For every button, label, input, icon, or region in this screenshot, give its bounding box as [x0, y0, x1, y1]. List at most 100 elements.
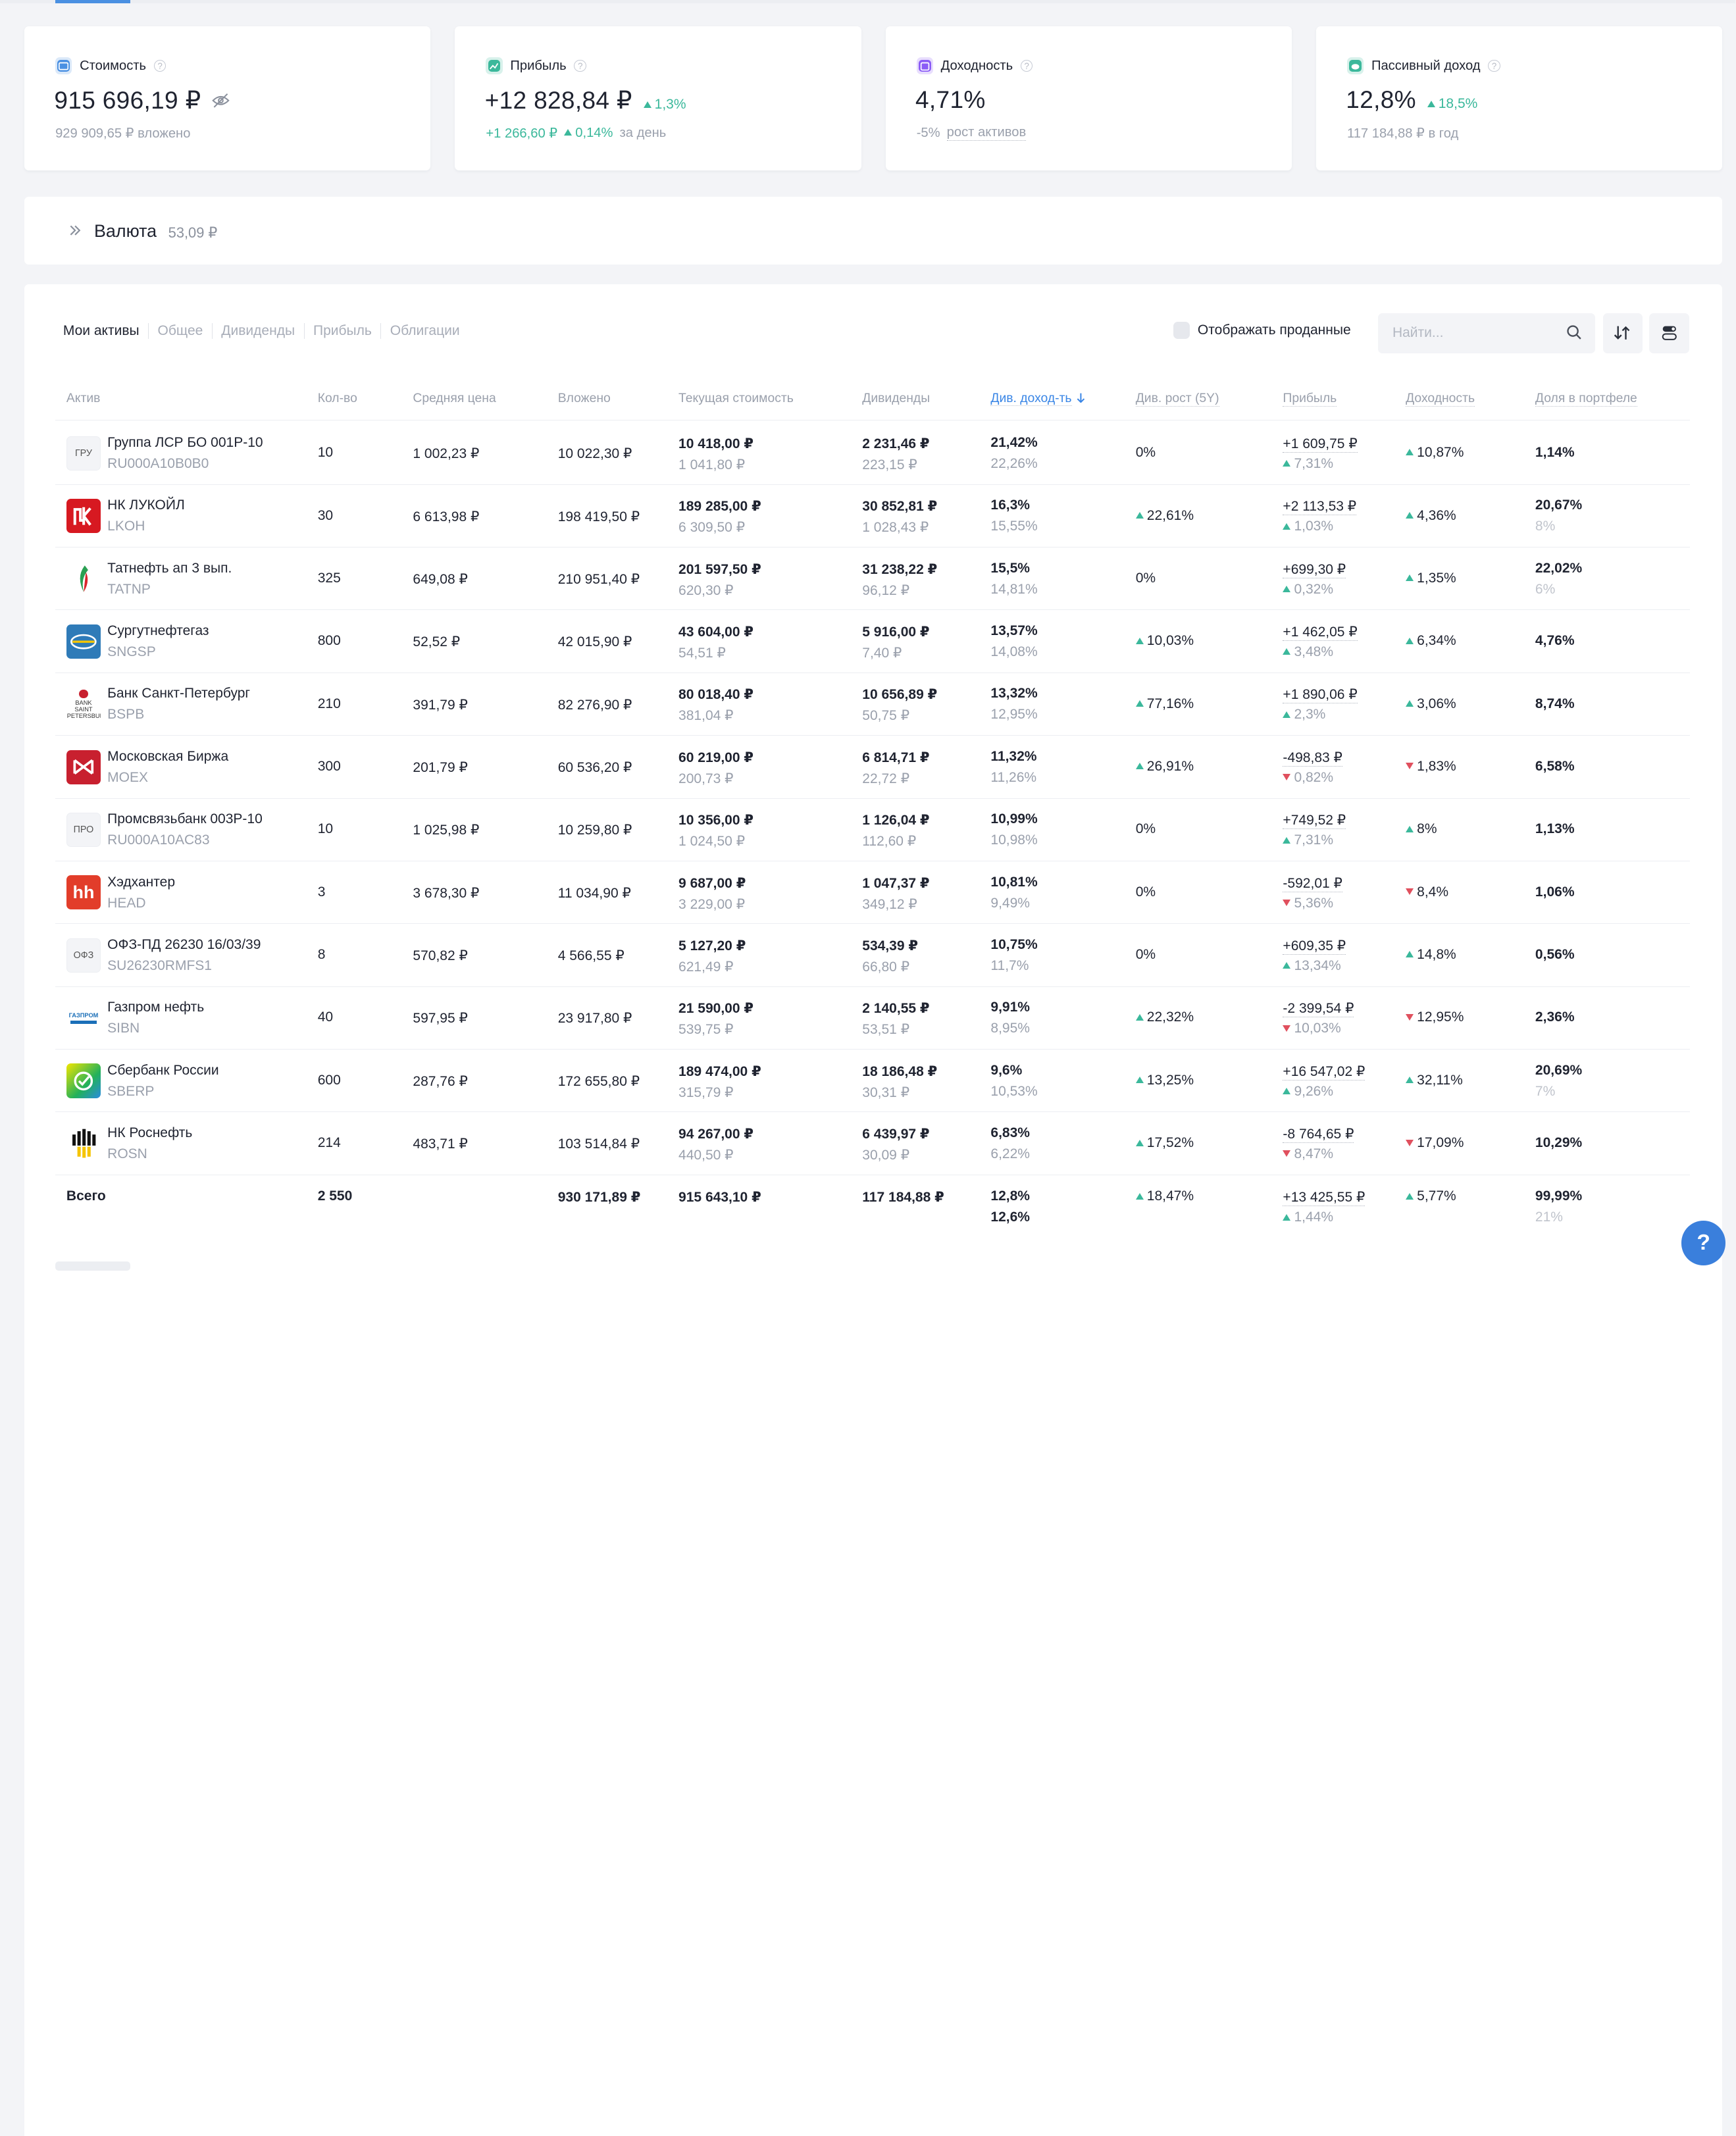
total-dividends: 117 184,88 ₽ — [862, 1190, 944, 1206]
asset-return-value: 6,34% — [1417, 633, 1456, 649]
asset-name[interactable]: Хэдхантер — [107, 874, 176, 890]
asset-dividends: 2 140,55 ₽ — [862, 1001, 930, 1017]
asset-name[interactable]: Московская Биржа — [107, 748, 229, 764]
table-row[interactable]: ГАЗПРОМ Газпром нефть SIBN 40 597,95 ₽ 23 917… — [55, 986, 1691, 1050]
total-return: 5,77% — [1406, 1188, 1456, 1204]
asset-name[interactable]: Татнефть ап 3 вып. — [107, 560, 232, 576]
col-div-yield[interactable]: Див. доход-ть — [990, 390, 1086, 406]
table-row[interactable]: Сургутнефтегаз SNGSP 800 52,52 ₽ 42 015,90 ₽… — [55, 610, 1691, 673]
asset-name[interactable]: НК ЛУКОЙЛ — [107, 497, 185, 513]
asset-div-growth-value: 26,91% — [1146, 758, 1194, 774]
asset-name[interactable]: ОФЗ-ПД 26230 16/03/39 — [107, 936, 261, 952]
table-row[interactable]: Московская Биржа MOEX 300 201,79 ₽ 60 536,20… — [55, 736, 1691, 799]
asset-div-yield: 10,75% — [990, 936, 1038, 952]
currency-title: Валюта — [93, 221, 157, 242]
bspb-logo-text: BANK SAINT PETERSBURG — [66, 699, 101, 719]
table-header: Актив Кол-во Средняя цена Вложено Текуща… — [55, 388, 1691, 421]
hh-logo-text: hh — [72, 882, 95, 902]
col-asset[interactable]: Актив — [66, 390, 101, 405]
asset-name[interactable]: Сургутнефтегаз — [107, 623, 209, 639]
stat-card-sub: +1 266,60 ₽ 0,14% за день — [486, 125, 666, 141]
asset-return-value: 8% — [1417, 821, 1437, 837]
asset-name[interactable]: Газпром нефть — [107, 1000, 205, 1015]
asset-ticker: SNGSP — [107, 644, 156, 660]
help-icon[interactable]: ? — [1020, 59, 1033, 72]
asset-div-yield-2: 11,26% — [990, 769, 1037, 785]
table-row[interactable]: ГРУ Группа ЛСР БО 001Р-10 RU000A10B0B0 10 1 … — [55, 422, 1691, 485]
tab-general[interactable]: Общее — [148, 323, 212, 340]
asset-profit-pct-value: 7,31% — [1294, 832, 1334, 848]
sort-button[interactable] — [1602, 313, 1643, 353]
help-icon[interactable]: ? — [574, 59, 586, 72]
table-row[interactable]: Сбербанк России SBERP 600 287,76 ₽ 172 655,8… — [55, 1050, 1691, 1113]
asset-name[interactable]: Промсвязьбанк 003Р-10 — [107, 811, 263, 827]
tab-my-assets[interactable]: Мои активы — [63, 323, 140, 339]
tab-bonds[interactable]: Облигации — [380, 323, 469, 340]
asset-dividends: 31 238,22 ₽ — [862, 561, 938, 577]
table-row[interactable]: ОФЗ ОФЗ-ПД 26230 16/03/39 SU26230RMFS1 8 570… — [55, 924, 1691, 987]
day-label: за день — [619, 126, 667, 141]
asset-dividend-per-share: 96,12 ₽ — [862, 582, 910, 598]
asset-div-yield-2: 14,81% — [990, 581, 1038, 597]
asset-profit-pct: 8,47% — [1283, 1146, 1333, 1162]
asset-invested: 210 951,40 ₽ — [557, 571, 640, 587]
tab-dividends[interactable]: Дивиденды — [211, 323, 304, 340]
stat-card: Доходность? 4,71% -5% рост активов — [885, 26, 1292, 171]
surgut-logo-icon — [66, 624, 101, 659]
search-input[interactable]: Найти... — [1378, 313, 1595, 353]
asset-name[interactable]: Группа ЛСР БО 001Р-10 — [107, 435, 263, 450]
col-profit[interactable]: Прибыль — [1283, 390, 1337, 407]
asset-current-price: 1 024,50 ₽ — [678, 834, 746, 850]
stat-card-change: 18,5% — [1427, 96, 1477, 112]
table-row[interactable]: НК ЛУКОЙЛ LKOH 30 6 613,98 ₽ 198 419,50 ₽ 189… — [55, 484, 1691, 548]
table-row[interactable]: НК Роснефть ROSN 214 483,71 ₽ 103 514,84 ₽ 94… — [55, 1112, 1691, 1175]
checkbox-box[interactable] — [1173, 322, 1190, 339]
asset-name[interactable]: Сбербанк России — [107, 1062, 219, 1078]
asset-share: 6,58% — [1535, 758, 1575, 774]
asset-growth-value: -5% — [916, 125, 940, 140]
settings-toggle-button[interactable] — [1649, 313, 1689, 353]
asset-current-value: 94 267,00 ₽ — [678, 1127, 754, 1142]
search-icon[interactable] — [1566, 324, 1582, 345]
asset-name[interactable]: Банк Санкт-Петербург — [107, 686, 251, 701]
table-row[interactable]: Татнефть ап 3 вып. TATNP 325 649,08 ₽ 210 95… — [55, 547, 1691, 611]
asset-logo-icon: ПРО — [66, 812, 101, 848]
col-div-growth[interactable]: Див. рост (5Y) — [1135, 390, 1219, 407]
toggle-icon — [1662, 326, 1677, 341]
asset-current-price: 1 041,80 ₽ — [678, 457, 746, 472]
asset-div-growth: 10,03% — [1135, 633, 1194, 649]
table-row[interactable]: BANK SAINT PETERSBURG Банк Санкт-Петербур… — [55, 673, 1691, 736]
asset-profit-pct: 2,3% — [1283, 707, 1325, 723]
asset-profit-pct-value: 9,26% — [1294, 1083, 1334, 1099]
help-button[interactable]: ? — [1681, 1221, 1726, 1265]
asset-qty: 210 — [317, 696, 341, 711]
tab-profit[interactable]: Прибыль — [303, 323, 381, 340]
asset-profit: +749,52 ₽ — [1283, 813, 1346, 830]
col-share[interactable]: Доля в портфеле — [1535, 390, 1637, 407]
col-return[interactable]: Доходность — [1406, 390, 1475, 407]
col-invested[interactable]: Вложено — [557, 390, 611, 405]
asset-dividend-per-share: 30,09 ₽ — [862, 1148, 910, 1163]
currency-section[interactable]: Валюта 53,09 ₽ — [24, 197, 1723, 265]
col-dividends[interactable]: Дивиденды — [862, 390, 931, 405]
asset-name[interactable]: НК Роснефть — [107, 1125, 193, 1141]
asset-div-yield: 13,32% — [990, 686, 1038, 701]
col-current-value[interactable]: Текущая стоимость — [678, 390, 794, 405]
table-row[interactable]: hh Хэдхантер HEAD 3 3 678,30 ₽ 11 034,90 ₽ 9 6… — [55, 861, 1691, 925]
help-icon[interactable]: ? — [1488, 59, 1500, 72]
asset-growth-link[interactable]: рост активов — [946, 125, 1027, 141]
asset-return: 14,8% — [1406, 947, 1456, 963]
asset-dividend-per-share: 349,12 ₽ — [862, 896, 917, 912]
show-sold-checkbox[interactable]: Отображать проданные — [1173, 322, 1351, 339]
help-icon[interactable]: ? — [153, 59, 166, 72]
col-qty[interactable]: Кол-во — [317, 390, 357, 405]
bspb-logo-icon: BANK SAINT PETERSBURG — [66, 687, 101, 722]
asset-dividends: 30 852,81 ₽ — [862, 499, 938, 515]
table-row[interactable]: ПРО Промсвязьбанк 003Р-10 RU000A10AC83 10 1 … — [55, 798, 1691, 861]
asset-current-price: 3 229,00 ₽ — [678, 896, 746, 912]
chevron-right-icon[interactable] — [68, 224, 82, 241]
stat-card-value: 12,8% — [1346, 86, 1416, 114]
stat-card-sub: 117 184,88 ₽ в год — [1347, 125, 1458, 141]
hide-eye-icon[interactable] — [212, 93, 230, 109]
col-avg-price[interactable]: Средняя цена — [413, 390, 496, 405]
